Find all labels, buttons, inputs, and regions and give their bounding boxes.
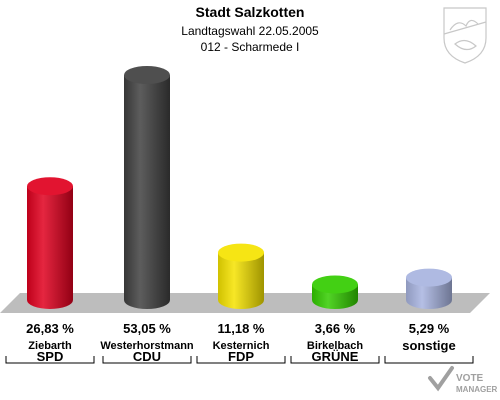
chart-title: Stadt Salzkotten <box>196 4 305 20</box>
bar-top <box>27 177 73 196</box>
label-bracket <box>102 356 192 364</box>
value-label: 53,05 % <box>123 321 171 336</box>
party-label: SPD <box>37 349 64 364</box>
label-bracket <box>5 356 95 364</box>
label-bracket <box>196 356 286 364</box>
label-bracket <box>290 356 380 364</box>
vote-manager-logo: VOTE MANAGER <box>428 366 498 394</box>
candidate-label: Kesternich <box>213 340 270 352</box>
label-bracket <box>384 356 474 364</box>
bar-grüne <box>312 275 358 309</box>
party-label: FDP <box>228 349 254 364</box>
bar-body <box>406 277 452 309</box>
value-label: 5,29 % <box>409 321 450 336</box>
party-label: CDU <box>133 349 161 364</box>
vote-manager-line1: VOTE <box>456 373 484 384</box>
party-label: GRÜNE <box>312 349 359 364</box>
value-label: 11,18 % <box>218 321 265 336</box>
check-mark-icon <box>428 366 454 392</box>
bar-top <box>406 268 452 287</box>
bar-top <box>124 66 170 84</box>
bar-spd <box>27 177 73 309</box>
candidate-label: Birkelbach <box>307 340 364 352</box>
bars-layer <box>27 66 452 309</box>
bar-top <box>312 275 358 294</box>
vote-manager-line2: MANAGER <box>456 385 498 394</box>
bar-body <box>124 75 170 309</box>
bar-body <box>218 252 264 309</box>
coat-of-arms-icon <box>443 7 487 64</box>
election-subtitle: Landtagswahl 22.05.2005 <box>181 24 319 38</box>
candidate-label: Ziebarth <box>28 340 72 352</box>
candidate-label: Westerhorstmann <box>100 340 194 352</box>
value-label: 3,66 % <box>315 321 356 336</box>
bar-fdp <box>218 243 264 309</box>
value-label: 26,83 % <box>26 321 74 336</box>
district-label: 012 - Scharmede I <box>201 40 300 54</box>
bar-cdu <box>124 66 170 309</box>
party-label: sonstige <box>402 338 455 353</box>
bar-body <box>27 186 73 309</box>
bar-sonstige <box>406 268 452 309</box>
bar-top <box>218 243 264 262</box>
